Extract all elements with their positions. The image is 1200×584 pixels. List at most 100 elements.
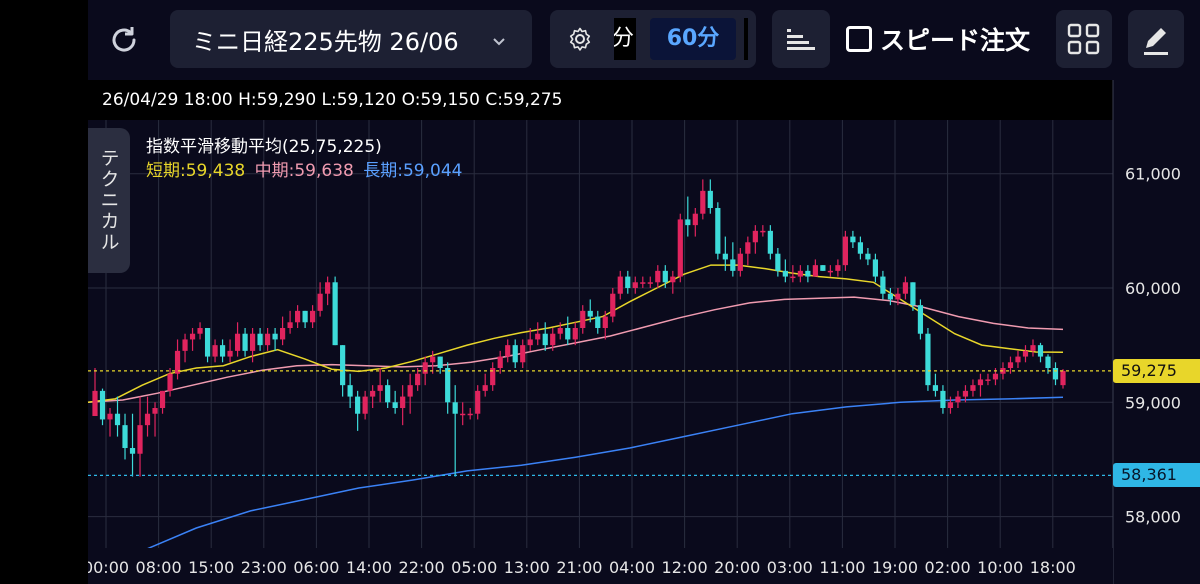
candle-body [512,345,518,363]
candle [917,299,924,340]
refresh-icon[interactable] [100,16,148,64]
candle [632,276,638,294]
candle-body [992,373,999,380]
candle-body [505,345,511,357]
x-tick-label: 23:00 [241,558,287,577]
candle [872,253,879,283]
candle [977,373,984,397]
candle-body [760,230,766,233]
candle [99,388,106,426]
candle-body [212,345,218,357]
candle-body [640,282,646,284]
symbol-selector[interactable]: ミニ日経225先物 26/06 [170,10,532,68]
candle-body [565,328,571,340]
candle-body [482,385,488,391]
candle-body [587,310,593,317]
candle [565,316,571,346]
candle [242,328,248,357]
candle-body [377,385,383,391]
ema-mid-label: 中期:59,638 [254,161,354,181]
candle [497,350,503,374]
speed-order-toggle[interactable]: スピード注文 [846,10,1030,68]
candle [940,385,946,414]
candle-body [872,259,879,277]
candle-body [340,345,346,386]
candle [820,265,826,271]
ohlc-readout: 26/04/29 18:00 H:59,290 L:59,120 O:59,15… [88,80,1113,120]
candle-body [827,270,833,273]
candle [662,265,668,288]
candle-body [902,282,909,294]
indicator-values: 短期:59,438 中期:59,638 長期:59,044 [146,156,466,181]
candle-body [685,219,691,226]
candle [542,322,548,351]
candle [264,328,271,351]
candle [550,328,556,351]
y-tick-label: 60,000 [1125,279,1181,298]
candle-body [692,213,698,226]
candle-body [407,385,413,397]
candle-body [550,333,556,346]
candle [730,242,736,277]
candle [827,265,833,277]
candle-body [137,425,143,454]
candle-body [880,276,886,294]
candle [407,373,413,414]
candle [182,333,188,363]
candle [189,328,196,351]
candle-body [92,390,98,417]
candle [107,408,113,437]
candle-body [790,276,796,279]
candle-body [580,310,586,329]
candle [159,390,166,414]
candle [925,328,931,391]
draw-button[interactable] [1128,10,1184,68]
candle-body [835,265,841,271]
plot-background [88,120,1113,548]
x-axis: 00:00 08:00 15:00 23:00 06:00 14:00 22:00 05:00… [0,548,1113,584]
candle [332,276,338,346]
interval-option-partial[interactable]: 分 [614,18,636,60]
candle [677,213,683,283]
y-tick-label: 59,000 [1125,393,1181,412]
candle [947,396,954,414]
candle [610,288,616,323]
candle [1015,350,1021,369]
candle [114,396,121,437]
candle-body [257,333,263,346]
x-axis-band [88,548,1113,584]
candle-body [520,345,526,363]
candle-body [144,413,151,426]
y-tick-label: 61,000 [1125,165,1181,184]
candle-body [174,350,181,374]
candle [775,247,781,277]
interval-option-edge [744,18,748,60]
symbol-name: ミニ日経225先物 26/06 [192,27,459,56]
candle-body [430,356,436,363]
x-tick-label: 00:00 [83,558,129,577]
candle-body [445,368,451,403]
candle [1022,345,1029,363]
interval-selector: 分 60分 [550,10,756,68]
x-tick-label: 21:00 [556,558,602,577]
layout-button[interactable] [1056,10,1112,68]
candle [1007,356,1014,374]
x-tick-label: 14:00 [346,558,392,577]
pencil-icon [1144,28,1168,55]
gear-icon[interactable] [562,21,598,57]
speed-order-checkbox[interactable] [846,26,872,52]
candle [197,322,203,340]
candle-body [940,390,946,409]
candle [227,339,233,363]
candle [392,390,398,414]
candle [452,385,458,477]
candle-body [264,333,271,346]
chart-style-button[interactable] [772,10,830,68]
technical-tab[interactable]: テクニカル [88,128,130,273]
interval-option-active[interactable]: 60分 [650,18,736,60]
candle [325,276,331,306]
candle [302,310,308,329]
candle-body [219,345,226,357]
candle-body [347,385,353,397]
